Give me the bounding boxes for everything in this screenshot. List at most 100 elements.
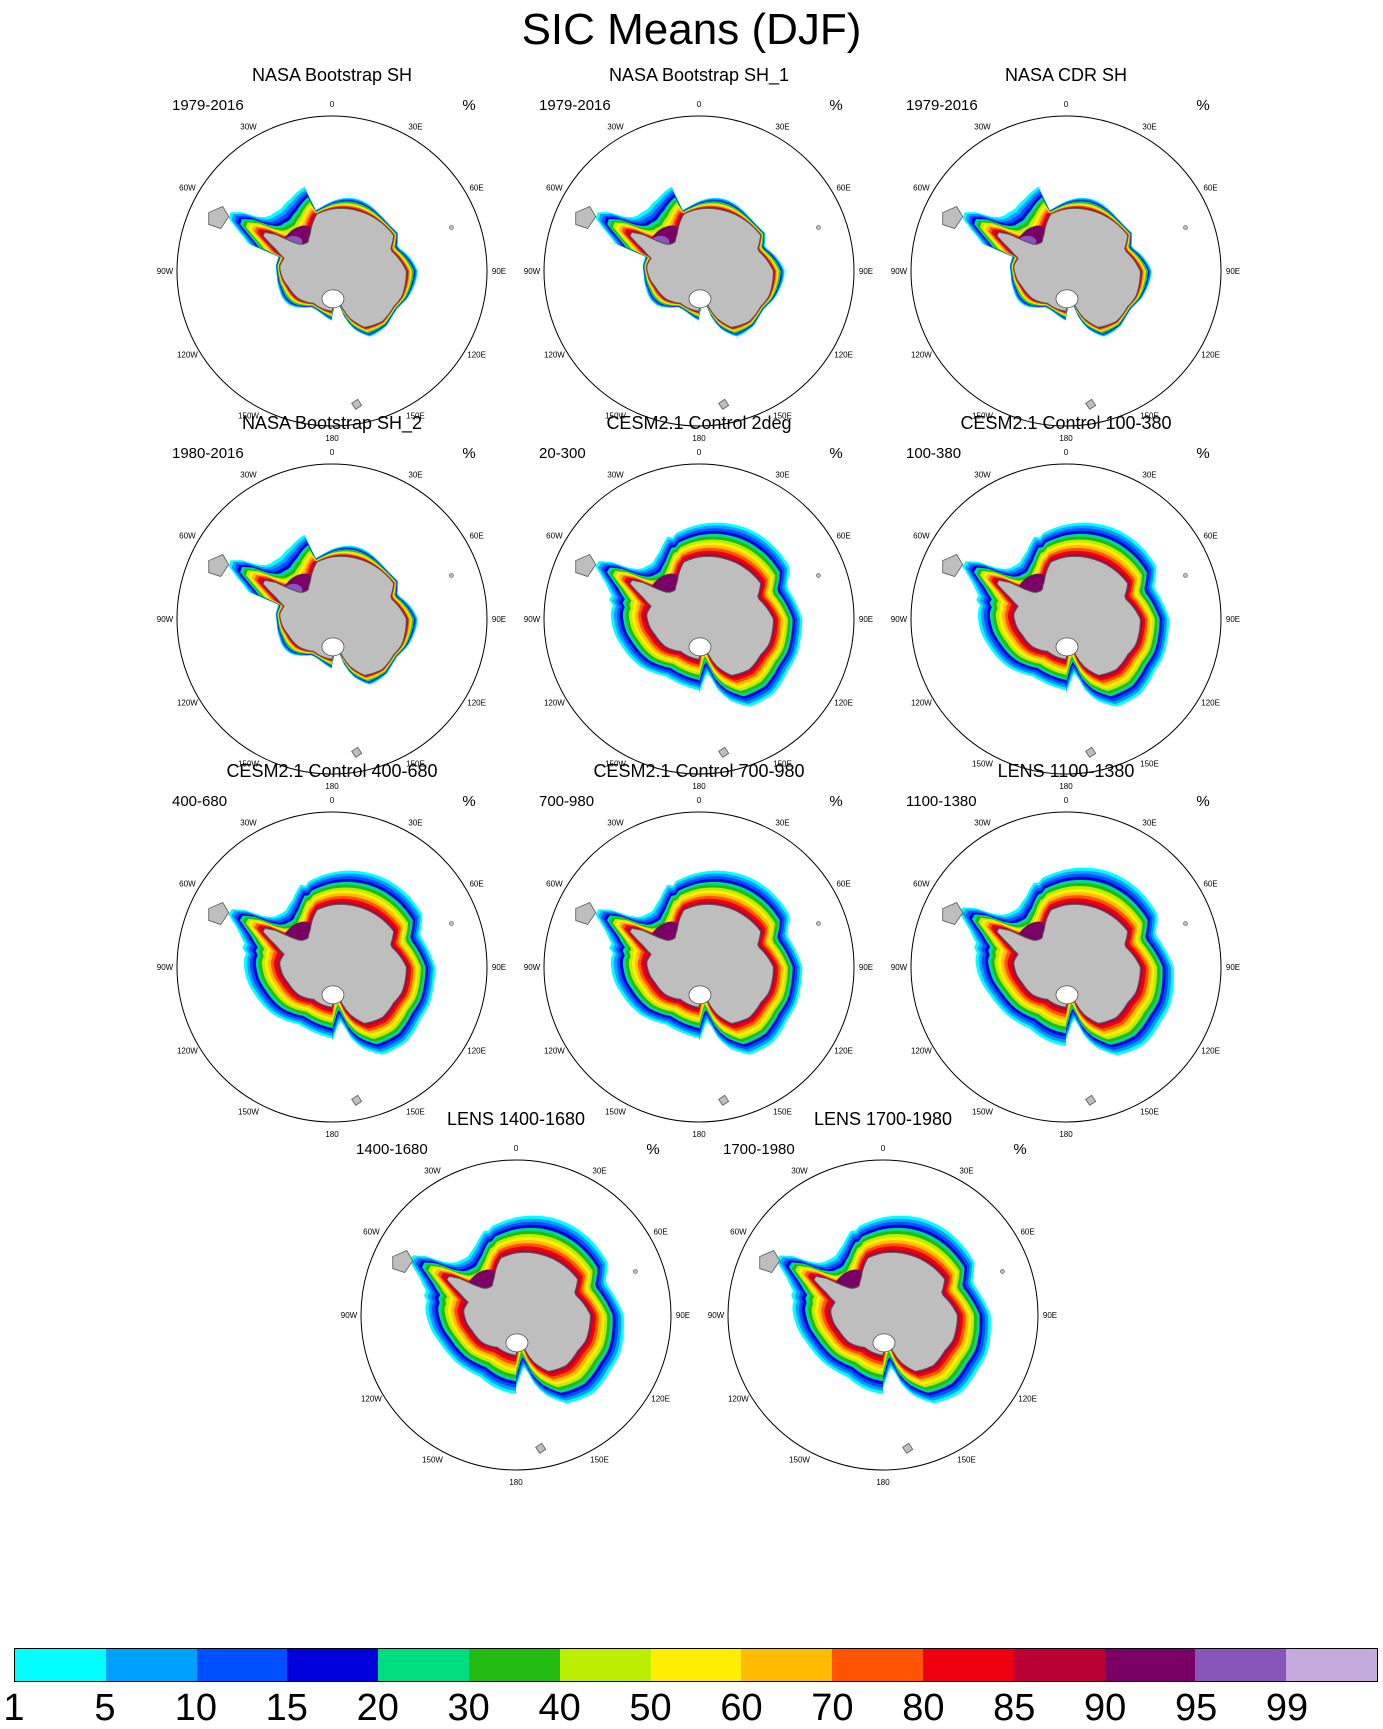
longitude-label: 180 [1059,434,1073,443]
longitude-label: 0 [1064,100,1069,109]
panel-period: 1400-1680 [356,1141,428,1158]
kerguelen-island [1183,921,1188,926]
colorbar-swatch [1286,1649,1377,1681]
colorbar-tick-label: 5 [94,1687,116,1729]
longitude-label: 120E [651,1395,670,1404]
map-boundary [727,1159,1039,1471]
longitude-label: 0 [697,100,702,109]
longitude-label: 30E [408,470,422,479]
map-boundary [360,1159,672,1471]
panel-title: LENS 1700-1980 [814,1109,952,1129]
panel-units: % [829,445,842,462]
longitude-label: 60E [653,1228,667,1237]
longitude-label: 90W [891,963,908,972]
longitude-label: 120W [728,1395,749,1404]
panel-units: % [1013,1141,1026,1158]
longitude-label: 60E [836,184,850,193]
colorbar-tick-label: 99 [1265,1687,1309,1729]
longitude-label: 180 [509,1478,523,1487]
longitude-label: 60W [913,532,930,541]
longitude-label: 90E [492,963,506,972]
colorbar-swatch [287,1649,379,1681]
new-zealand-land [1085,398,1097,410]
south-america-land [942,554,964,578]
longitude-label: 120W [177,1047,198,1056]
longitude-label: 60E [1203,184,1217,193]
antarctica-land [996,555,1141,676]
panel-period: 1979-2016 [172,97,244,114]
map-boundary [910,115,1222,427]
longitude-label: 30W [607,470,624,479]
kerguelen-island [1183,573,1188,578]
longitude-label: 180 [692,782,706,791]
panel-period: 1100-1380 [906,793,977,810]
longitude-label: 180 [1059,1130,1073,1139]
longitude-label: 120W [544,1047,565,1056]
longitude-label: 150E [1140,760,1159,769]
ross-ice-shelf [872,1333,896,1353]
south-america-land [942,902,964,926]
colorbar [14,1648,1378,1682]
panel-period: 1979-2016 [906,97,978,114]
longitude-label: 60W [913,184,930,193]
map-panel: 0 30E 60E 90E 120E 150E 180 150W 120W 90W 60W 30W NA… [157,65,506,443]
antarctica-land [262,903,407,1024]
longitude-label: 30W [607,818,624,827]
panel-title: CESM2.1 Control 2deg [606,413,791,433]
longitude-label: 30E [592,1166,606,1175]
longitude-label: 60E [836,532,850,541]
south-america-land [575,206,597,230]
south-america-land [208,554,230,578]
new-zealand-land [718,746,730,758]
panel-title: NASA Bootstrap SH [252,65,412,85]
map-panel: 0 30E 60E 90E 120E 150E 180 150W 120W 90W 60W 30W CE… [891,413,1240,791]
longitude-label: 60W [179,532,196,541]
south-america-land [575,902,597,926]
longitude-label: 60E [469,532,483,541]
panel-period: 1979-2016 [539,97,611,114]
longitude-label: 180 [325,782,339,791]
longitude-label: 60W [363,1228,380,1237]
new-zealand-land [902,1442,914,1454]
map-panel: 0 30E 60E 90E 120E 150E 180 150W 120W 90W 60W 30W CE… [524,413,873,791]
panel-period: 20-300 [539,445,586,462]
longitude-label: 150W [972,1108,993,1117]
longitude-label: 90W [157,615,174,624]
longitude-label: 120E [834,1047,853,1056]
colorbar-swatch [15,1649,106,1681]
antarctica-land [813,1251,958,1372]
colorbar-swatch [832,1649,923,1681]
longitude-label: 120W [911,699,932,708]
colorbar-tick-label: 30 [447,1687,490,1729]
longitude-label: 120E [467,351,486,360]
longitude-label: 60E [1020,1228,1034,1237]
south-america-land [208,206,230,230]
longitude-label: 150E [1140,1108,1159,1117]
new-zealand-land [351,1094,363,1106]
map-boundary [176,811,488,1123]
longitude-label: 90E [492,615,506,624]
longitude-label: 180 [692,1130,706,1139]
longitude-label: 120E [1018,1395,1037,1404]
longitude-label: 90E [492,267,506,276]
longitude-label: 90W [157,267,174,276]
longitude-label: 30W [974,470,991,479]
panel-title: NASA Bootstrap SH_1 [609,65,789,86]
longitude-label: 0 [330,796,335,805]
longitude-label: 150W [605,760,626,769]
longitude-label: 90W [891,267,908,276]
longitude-label: 90E [859,615,873,624]
panel-title: LENS 1100-1380 [998,761,1135,781]
colorbar-swatch [559,1649,651,1681]
longitude-label: 90E [859,963,873,972]
colorbar-swatch [922,1649,1014,1681]
longitude-label: 90E [859,267,873,276]
longitude-label: 30E [408,122,422,131]
longitude-label: 90E [1043,1311,1057,1320]
panel-units: % [1196,445,1209,462]
longitude-label: 120E [467,1047,486,1056]
colorbar-tick-label: 1 [3,1687,25,1729]
panel-title: CESM2.1 Control 100-380 [960,413,1171,433]
south-america-land [942,206,964,230]
longitude-label: 150W [605,1108,626,1117]
